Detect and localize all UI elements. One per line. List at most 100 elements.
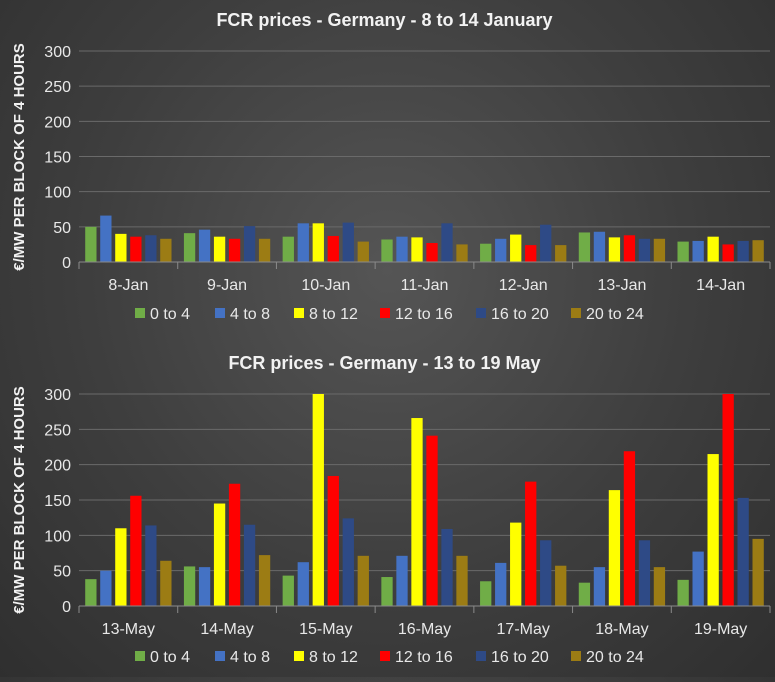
bar [578,232,591,262]
bar [85,579,97,606]
legend-swatch [135,651,145,661]
bar [100,570,112,606]
x-tick-label: 13-Jan [597,277,646,294]
bar [692,551,704,606]
x-tick-label: 19-May [694,621,747,638]
y-tick-label: 50 [53,564,71,581]
bar [130,236,142,262]
bar [160,238,172,262]
legend-swatch [294,651,304,661]
legend-swatch [571,651,581,661]
bar [456,244,468,262]
y-tick-label: 250 [44,422,71,439]
legend-label: 8 to 12 [309,306,358,323]
bar [540,540,552,606]
legend-swatch [380,651,390,661]
bar [357,241,369,262]
bar [608,490,621,606]
bar [752,538,764,606]
x-tick-label: 10-Jan [301,277,350,294]
bar [441,528,453,606]
x-tick-label: 12-Jan [499,277,548,294]
legend-swatch [215,651,225,661]
bar [623,235,636,262]
bar [456,555,468,606]
bar [115,528,127,606]
bar [312,223,324,262]
bar [381,239,393,262]
x-tick-label: 15-May [299,621,352,638]
bar [282,236,294,262]
y-tick-label: 50 [53,220,71,237]
bar [342,518,354,606]
bar [411,418,423,606]
bar [297,223,309,262]
bar [160,560,172,606]
bar [85,226,97,262]
bar [327,475,339,606]
legend-label: 12 to 16 [395,306,453,323]
bar [737,240,749,262]
bar [130,495,142,606]
x-tick-label: 8-Jan [108,277,148,294]
bar [396,555,408,606]
legend-swatch [215,308,225,318]
x-tick-label: 17-May [497,621,550,638]
legend-label: 16 to 20 [491,306,549,323]
legend-label: 8 to 12 [309,649,358,666]
legend-swatch [294,308,304,318]
bar [297,562,309,606]
bar [722,394,734,606]
y-tick-label: 0 [62,599,71,616]
bar [183,566,196,606]
y-tick-label: 150 [44,493,71,510]
bar [593,231,606,262]
bar [540,224,552,262]
x-tick-label: 16-May [398,621,451,638]
y-tick-label: 250 [44,79,71,96]
bar [555,245,567,262]
y-tick-label: 150 [44,150,71,167]
bar [145,525,157,606]
legend-label: 12 to 16 [395,649,453,666]
bar [426,435,438,606]
bar [243,226,256,262]
y-tick-label: 100 [44,185,71,202]
bar [692,240,704,262]
legend-label: 20 to 24 [586,306,644,323]
legend-swatch [135,308,145,318]
bar [653,567,666,606]
legend-label: 16 to 20 [491,649,549,666]
bar [510,234,522,262]
legend-label: 4 to 8 [230,649,270,666]
legend-label: 0 to 4 [150,306,190,323]
bar [213,503,226,606]
bar [381,577,393,606]
bar [480,581,492,606]
x-tick-label: 14-May [200,621,253,638]
bar [495,562,507,606]
legend-swatch [476,651,486,661]
bar [396,236,408,262]
bar [722,244,734,262]
bar [198,567,211,606]
bar [677,579,689,606]
bar [411,237,423,262]
bar [480,243,492,262]
y-axis-label: €/MW PER BLOCK OF 4 HOURS [11,43,28,271]
y-tick-label: 200 [44,458,71,475]
legend-swatch [571,308,581,318]
bar [198,229,211,262]
bar [243,524,256,606]
bar [623,451,636,606]
bar [312,394,324,606]
bar [115,233,127,262]
bar [555,565,567,606]
bar [357,555,369,606]
bar [327,235,339,262]
y-tick-label: 0 [62,255,71,272]
legend-label: 20 to 24 [586,649,644,666]
bar [228,238,241,262]
